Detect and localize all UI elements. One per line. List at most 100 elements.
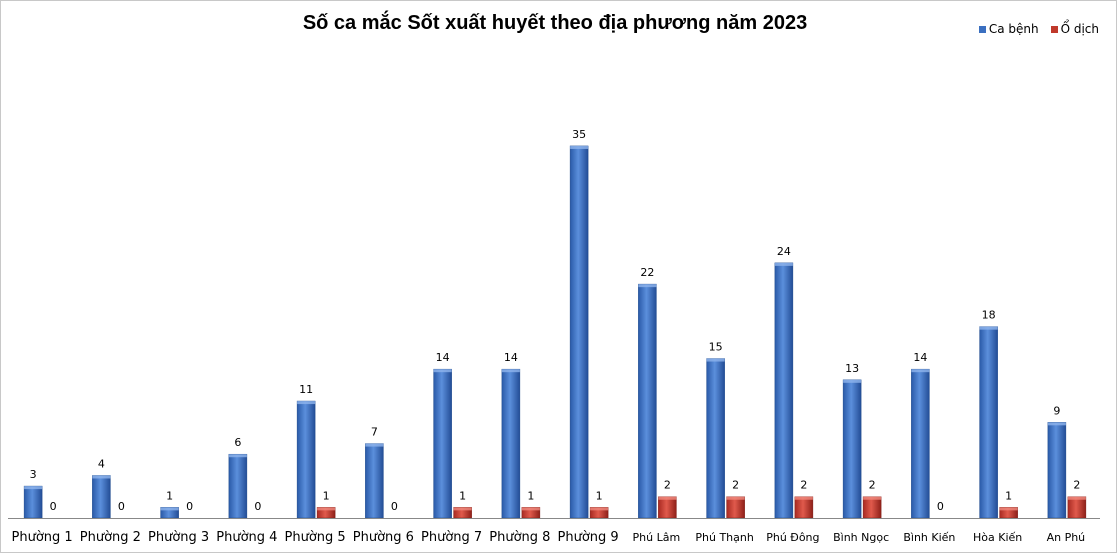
- data-label-series-0-1: 4: [98, 457, 105, 470]
- data-label-series-1-9: 2: [664, 479, 671, 492]
- data-label-series-0-2: 1: [166, 489, 173, 502]
- x-tick-label-4: Phường 5: [285, 530, 346, 545]
- bar-cap-series-0-7: [501, 369, 520, 373]
- bar-cap-series-1-4: [317, 507, 336, 511]
- bar-series-1-9: [658, 496, 677, 519]
- bar-cap-series-1-11: [794, 496, 813, 500]
- bar-series-0-10: [706, 358, 725, 519]
- data-label-series-1-13: 0: [937, 500, 944, 513]
- x-tick-label-14: Hòa Kiến: [973, 531, 1022, 544]
- bar-series-0-4: [296, 400, 316, 519]
- x-tick-label-7: Phường 8: [489, 530, 550, 545]
- bar-cap-series-0-14: [979, 326, 998, 330]
- x-tick-label-3: Phường 4: [216, 530, 277, 545]
- bar-cap-series-1-10: [726, 496, 745, 500]
- bar-series-0-1: [92, 475, 111, 519]
- bar-cap-series-0-15: [1047, 422, 1066, 426]
- legend-label-series-1: Ổ dịch: [1060, 22, 1099, 36]
- bar-cap-series-0-2: [160, 507, 179, 511]
- data-label-series-1-2: 0: [186, 500, 193, 513]
- data-label-series-0-5: 7: [371, 426, 378, 439]
- x-tick-label-1: Phường 2: [80, 530, 141, 545]
- x-tick-label-13: Bình Kiến: [903, 531, 955, 544]
- data-label-series-1-1: 0: [118, 500, 125, 513]
- data-label-series-0-8: 35: [572, 128, 586, 141]
- data-label-series-0-0: 3: [30, 468, 37, 481]
- bar-cap-series-1-12: [863, 496, 882, 500]
- bar-cap-series-1-9: [658, 496, 677, 500]
- data-label-series-1-4: 1: [323, 489, 330, 502]
- x-tick-label-8: Phường 9: [558, 530, 619, 545]
- data-label-series-1-7: 1: [527, 489, 534, 502]
- data-label-series-0-14: 18: [982, 309, 996, 322]
- bar-cap-series-0-12: [843, 379, 862, 383]
- data-label-series-0-3: 6: [234, 436, 241, 449]
- bar-series-1-10: [726, 496, 745, 519]
- bar-series-0-8: [569, 145, 589, 519]
- bar-series-0-3: [228, 453, 248, 519]
- data-label-series-1-0: 0: [50, 500, 57, 513]
- legend-item-series-0: Ca bệnh: [978, 22, 1039, 36]
- bar-cap-series-0-0: [24, 486, 43, 490]
- bar-series-1-11: [794, 496, 814, 519]
- data-label-series-1-11: 2: [800, 479, 807, 492]
- x-tick-label-2: Phường 3: [148, 530, 209, 545]
- bar-series-1-12: [862, 496, 882, 519]
- data-label-series-1-10: 2: [732, 479, 739, 492]
- legend-swatch-series-1: [1050, 25, 1058, 33]
- legend: Ca bệnh Ổ dịch: [978, 22, 1099, 36]
- bar-series-0-9: [638, 283, 657, 519]
- bar-series-0-12: [842, 379, 862, 519]
- data-label-series-0-15: 9: [1053, 404, 1060, 417]
- data-label-series-0-11: 24: [777, 245, 791, 258]
- bar-cap-series-1-7: [521, 507, 540, 511]
- x-tick-label-11: Phú Đông: [766, 531, 819, 544]
- data-label-series-0-7: 14: [504, 351, 518, 364]
- bar-cap-series-0-10: [706, 358, 725, 362]
- data-label-series-0-13: 14: [913, 351, 927, 364]
- x-tick-label-10: Phú Thạnh: [695, 531, 753, 544]
- bar-cap-series-0-8: [570, 145, 589, 149]
- bar-cap-series-0-6: [433, 369, 452, 373]
- data-label-series-0-12: 13: [845, 362, 859, 375]
- bar-cap-series-1-14: [999, 507, 1018, 511]
- x-tick-label-9: Phú Lâm: [633, 531, 681, 544]
- data-label-series-1-14: 1: [1005, 489, 1012, 502]
- bar-series-0-11: [774, 262, 794, 519]
- bar-series-0-14: [979, 326, 998, 519]
- x-tick-label-6: Phường 7: [421, 530, 482, 545]
- data-label-series-0-10: 15: [709, 341, 723, 354]
- bars-group: [23, 145, 1087, 519]
- data-label-series-1-8: 1: [596, 489, 603, 502]
- legend-item-series-1: Ổ dịch: [1050, 22, 1099, 36]
- data-label-series-0-6: 14: [436, 351, 450, 364]
- chart-title: Số ca mắc Sốt xuất huyết theo địa phương…: [302, 12, 808, 34]
- bar-series-1-15: [1067, 496, 1087, 519]
- data-label-series-0-9: 22: [640, 266, 654, 279]
- legend-swatch-series-0: [978, 25, 986, 33]
- bar-cap-series-0-5: [365, 443, 384, 447]
- bar-cap-series-1-6: [453, 507, 472, 511]
- bar-series-0-6: [433, 368, 452, 519]
- bar-cap-series-0-11: [774, 262, 793, 266]
- x-tick-label-5: Phường 6: [353, 530, 414, 545]
- data-label-series-1-5: 0: [391, 500, 398, 513]
- bar-cap-series-1-8: [590, 507, 609, 511]
- bar-series-0-0: [23, 485, 43, 519]
- bar-series-0-7: [501, 368, 521, 519]
- x-tick-label-15: An Phú: [1047, 531, 1086, 544]
- bar-cap-series-1-15: [1067, 496, 1086, 500]
- bar-series-0-15: [1047, 422, 1067, 519]
- x-tick-label-12: Bình Ngọc: [833, 531, 889, 544]
- bar-cap-series-0-4: [297, 401, 316, 405]
- bar-cap-series-0-3: [228, 454, 247, 458]
- data-label-series-1-12: 2: [869, 479, 876, 492]
- bar-cap-series-0-1: [92, 475, 111, 479]
- data-label-series-0-4: 11: [299, 383, 313, 396]
- bar-cap-series-0-13: [911, 369, 930, 373]
- data-label-series-1-6: 1: [459, 489, 466, 502]
- legend-label-series-0: Ca bệnh: [988, 22, 1039, 36]
- x-tick-label-0: Phường 1: [12, 530, 73, 545]
